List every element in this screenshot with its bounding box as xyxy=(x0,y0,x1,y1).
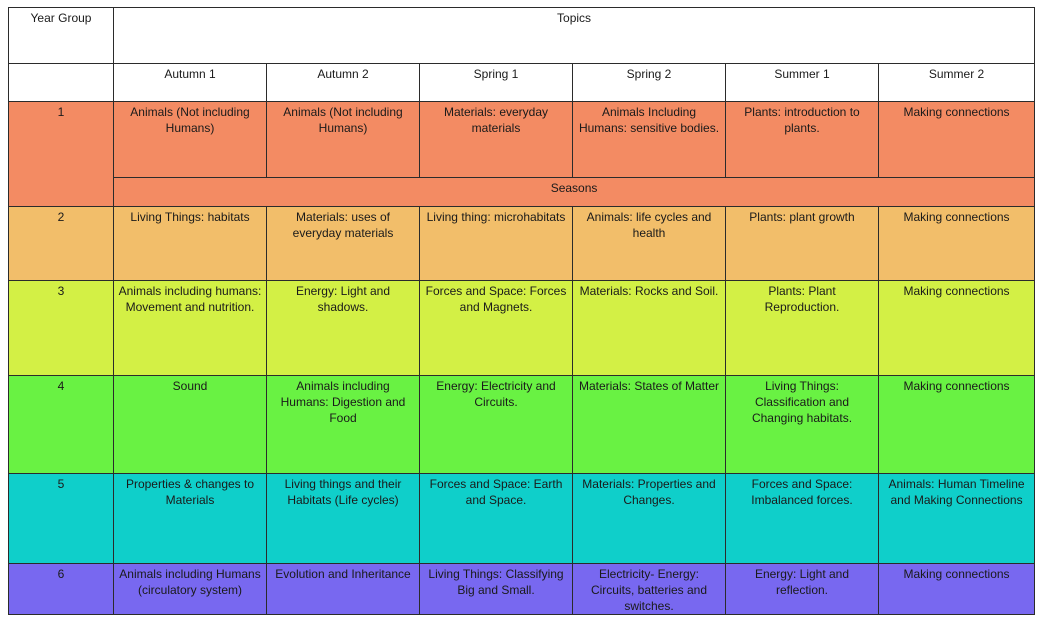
year-row: 5 Properties & changes to Materials Livi… xyxy=(8,473,1036,564)
term-summer-1: Summer 1 xyxy=(725,63,879,102)
topic-cell: Making connections xyxy=(877,206,1036,281)
year-row: 1 Animals (Not including Humans) Animals… xyxy=(8,101,1036,207)
topic-cell: Energy: Light and reflection. xyxy=(725,563,879,615)
topic-cell: Animals: Human Timeline and Making Conne… xyxy=(877,473,1036,564)
topic-cell: Animals (Not including Humans) xyxy=(113,101,267,178)
seasons-row: Seasons xyxy=(9,177,1036,207)
year-row: 2 Living Things: habitats Materials: use… xyxy=(8,206,1036,281)
topic-cell: Materials: everyday materials xyxy=(419,101,573,178)
topic-cell: Living things and their Habitats (Life c… xyxy=(266,473,420,564)
topic-cell: Energy: Light and shadows. xyxy=(266,280,420,376)
year-number: 3 xyxy=(8,280,114,376)
topic-cell: Plants: Plant Reproduction. xyxy=(725,280,879,376)
curriculum-table: Year Group Topics Autumn 1 Autumn 2 Spri… xyxy=(8,7,1036,615)
topic-cell: Making connections xyxy=(877,280,1036,376)
topic-cell: Animals Including Humans: sensitive bodi… xyxy=(572,101,726,178)
topic-cell: Making connections xyxy=(877,101,1036,178)
year-group-header: Year Group xyxy=(8,7,114,64)
year-number: 1 xyxy=(8,101,114,207)
topic-cell: Making connections xyxy=(877,375,1036,474)
topic-cell: Electricity- Energy: Circuits, batteries… xyxy=(572,563,726,615)
term-autumn-1: Autumn 1 xyxy=(113,63,267,102)
topic-cell: Animals (Not including Humans) xyxy=(266,101,420,178)
year-row: 6 Animals including Humans (circulatory … xyxy=(8,563,1036,615)
term-autumn-2: Autumn 2 xyxy=(266,63,420,102)
topic-cell: Energy: Electricity and Circuits. xyxy=(419,375,573,474)
year-number: 6 xyxy=(8,563,114,615)
year-number: 4 xyxy=(8,375,114,474)
topic-cell: Sound xyxy=(113,375,267,474)
topic-cell: Animals including Humans: Digestion and … xyxy=(266,375,420,474)
topic-cell: Living Things: Classification and Changi… xyxy=(725,375,879,474)
topic-cell: Properties & changes to Materials xyxy=(113,473,267,564)
topic-cell: Living thing: microhabitats xyxy=(419,206,573,281)
seasons-cell: Seasons xyxy=(112,177,1036,207)
year-number: 5 xyxy=(8,473,114,564)
terms-row-spacer xyxy=(8,63,114,102)
topic-cell: Materials: Properties and Changes. xyxy=(572,473,726,564)
term-summer-2: Summer 2 xyxy=(877,63,1036,102)
topic-cell: Living Things: habitats xyxy=(113,206,267,281)
header-row: Year Group Topics xyxy=(8,7,1036,64)
year-number: 2 xyxy=(8,206,114,281)
year-row: 3 Animals including humans: Movement and… xyxy=(8,280,1036,376)
year-row: 4 Sound Animals including Humans: Digest… xyxy=(8,375,1036,474)
topic-cell: Making connections xyxy=(877,563,1036,615)
topic-cell: Materials: Rocks and Soil. xyxy=(572,280,726,376)
terms-row: Autumn 1 Autumn 2 Spring 1 Spring 2 Summ… xyxy=(8,63,1036,102)
term-spring-1: Spring 1 xyxy=(419,63,573,102)
topic-cell: Forces and Space: Imbalanced forces. xyxy=(725,473,879,564)
topic-cell: Animals including humans: Movement and n… xyxy=(113,280,267,376)
topic-cell: Plants: introduction to plants. xyxy=(725,101,879,178)
topic-cell: Plants: plant growth xyxy=(725,206,879,281)
topic-cell: Forces and Space: Forces and Magnets. xyxy=(419,280,573,376)
term-spring-2: Spring 2 xyxy=(572,63,726,102)
topic-cell: Animals: life cycles and health xyxy=(572,206,726,281)
topic-cell: Forces and Space: Earth and Space. xyxy=(419,473,573,564)
topic-cell: Animals including Humans (circulatory sy… xyxy=(113,563,267,615)
topic-cell: Evolution and Inheritance xyxy=(266,563,420,615)
topic-cell: Living Things: Classifying Big and Small… xyxy=(419,563,573,615)
topic-cell: Materials: uses of everyday materials xyxy=(266,206,420,281)
topics-header: Topics xyxy=(112,7,1036,64)
topic-cell: Materials: States of Matter xyxy=(572,375,726,474)
